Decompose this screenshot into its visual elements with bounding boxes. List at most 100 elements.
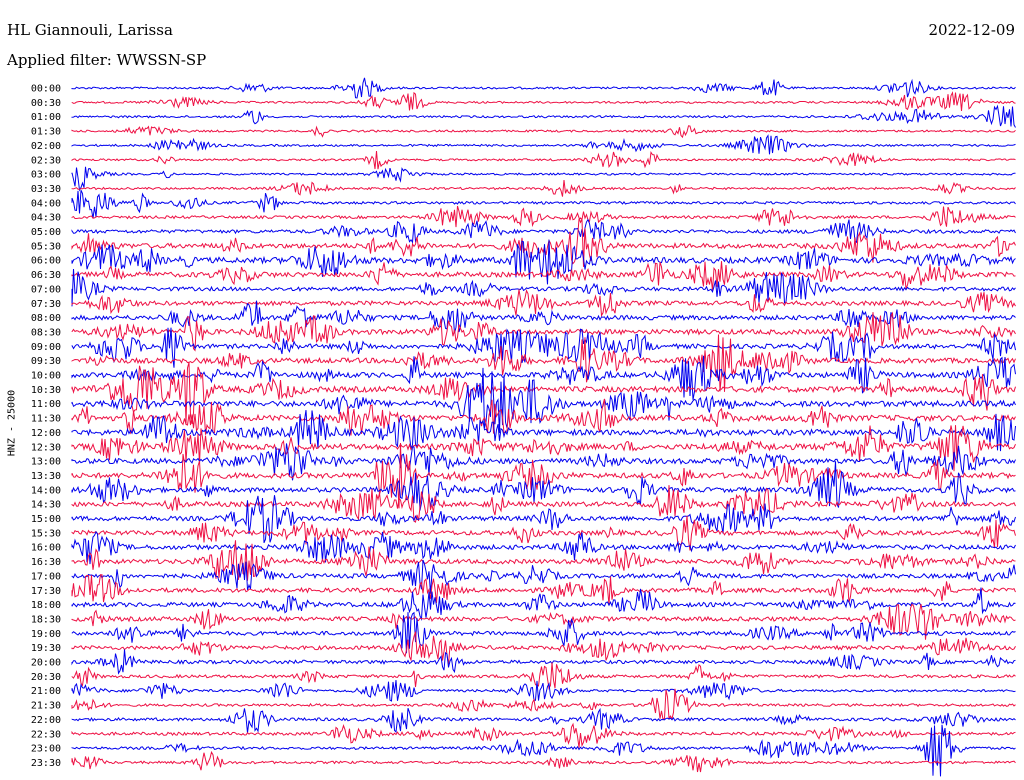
time-label: 01:30	[31, 127, 61, 138]
time-label: 23:30	[31, 758, 61, 769]
trace-line	[71, 334, 1016, 392]
time-label: 18:00	[31, 600, 61, 611]
time-label: 11:30	[31, 414, 61, 425]
trace-line	[71, 91, 1016, 111]
trace-line	[71, 217, 1016, 267]
trace-line	[71, 355, 1016, 400]
time-label: 15:30	[31, 528, 61, 539]
trace-line	[71, 662, 1016, 691]
trace-line	[71, 611, 1016, 654]
filter-label: Applied filter: WWSSN-SP	[7, 51, 207, 69]
time-label: 05:00	[31, 227, 61, 238]
trace-line	[71, 300, 1016, 334]
date-label: 2022-12-09	[928, 21, 1015, 39]
trace-line	[71, 239, 1016, 285]
trace-line	[71, 151, 1016, 170]
time-label: 21:30	[31, 701, 61, 712]
trace-line	[71, 218, 1016, 244]
trace-line	[71, 104, 1016, 128]
trace-line	[71, 688, 1016, 721]
time-label: 12:00	[31, 428, 61, 439]
trace-line	[71, 631, 1016, 665]
trace-line	[71, 166, 1016, 192]
time-label: 16:30	[31, 557, 61, 568]
trace-line	[71, 189, 1016, 219]
time-label: 14:00	[31, 485, 61, 496]
trace-line	[71, 425, 1016, 472]
time-label: 08:30	[31, 327, 61, 338]
time-label: 07:00	[31, 284, 61, 295]
time-label: 22:30	[31, 729, 61, 740]
time-label: 13:30	[31, 471, 61, 482]
trace-line	[71, 485, 1016, 523]
trace-line	[71, 77, 1016, 99]
time-label: 04:00	[31, 198, 61, 209]
time-label: 21:00	[31, 686, 61, 697]
trace-line	[71, 515, 1016, 551]
trace-line	[71, 680, 1016, 702]
time-label: 10:30	[31, 385, 61, 396]
trace-line	[71, 367, 1016, 434]
time-label: 08:00	[31, 313, 61, 324]
time-label: 16:00	[31, 543, 61, 554]
trace-line	[71, 495, 1016, 543]
time-label: 03:00	[31, 170, 61, 181]
trace-line	[71, 205, 1016, 228]
trace-line	[71, 327, 1016, 368]
time-label: 10:00	[31, 371, 61, 382]
trace-line	[71, 750, 1016, 773]
time-label: 06:30	[31, 270, 61, 281]
time-label: 00:00	[31, 84, 61, 95]
time-label: 07:30	[31, 299, 61, 310]
station-title: HL Giannouli, Larissa	[7, 21, 173, 39]
time-label: 01:00	[31, 112, 61, 123]
time-label: 09:30	[31, 356, 61, 367]
trace-line	[71, 134, 1016, 155]
time-label: 17:30	[31, 586, 61, 597]
trace-line	[71, 603, 1016, 640]
trace-line	[71, 289, 1016, 318]
time-label: 00:30	[31, 98, 61, 109]
time-label: 13:00	[31, 457, 61, 468]
time-label: 11:00	[31, 399, 61, 410]
time-label: 20:00	[31, 658, 61, 669]
time-label: 15:00	[31, 514, 61, 525]
time-label: 17:00	[31, 571, 61, 582]
time-label: 19:00	[31, 629, 61, 640]
time-label: 19:30	[31, 643, 61, 654]
time-label: 20:30	[31, 672, 61, 683]
trace-line	[71, 649, 1016, 675]
trace-line	[71, 722, 1016, 748]
time-label: 18:30	[31, 614, 61, 625]
trace-line	[71, 398, 1016, 436]
time-label: 09:00	[31, 342, 61, 353]
time-label: 14:30	[31, 500, 61, 511]
time-label: 06:00	[31, 256, 61, 267]
time-label: 04:30	[31, 213, 61, 224]
trace-line	[71, 410, 1016, 452]
time-label: 12:30	[31, 442, 61, 453]
time-label: 22:00	[31, 715, 61, 726]
trace-line	[71, 559, 1016, 594]
trace-line	[71, 311, 1016, 352]
time-label: 02:30	[31, 155, 61, 166]
trace-line	[71, 530, 1016, 565]
trace-line	[71, 125, 1016, 139]
trace-line	[71, 179, 1016, 197]
trace-line	[71, 724, 1016, 777]
time-label: 02:00	[31, 141, 61, 152]
trace-line	[71, 261, 1016, 291]
trace-line	[71, 443, 1016, 481]
time-label: 23:00	[31, 744, 61, 755]
trace-line	[71, 574, 1016, 606]
trace-line	[71, 587, 1016, 622]
trace-line	[71, 268, 1016, 307]
trace-line	[71, 707, 1016, 733]
trace-line	[71, 362, 1016, 425]
time-label: 03:30	[31, 184, 61, 195]
time-label: 05:30	[31, 241, 61, 252]
trace-line	[71, 461, 1016, 511]
trace-line	[71, 540, 1016, 581]
trace-line	[71, 442, 1016, 509]
